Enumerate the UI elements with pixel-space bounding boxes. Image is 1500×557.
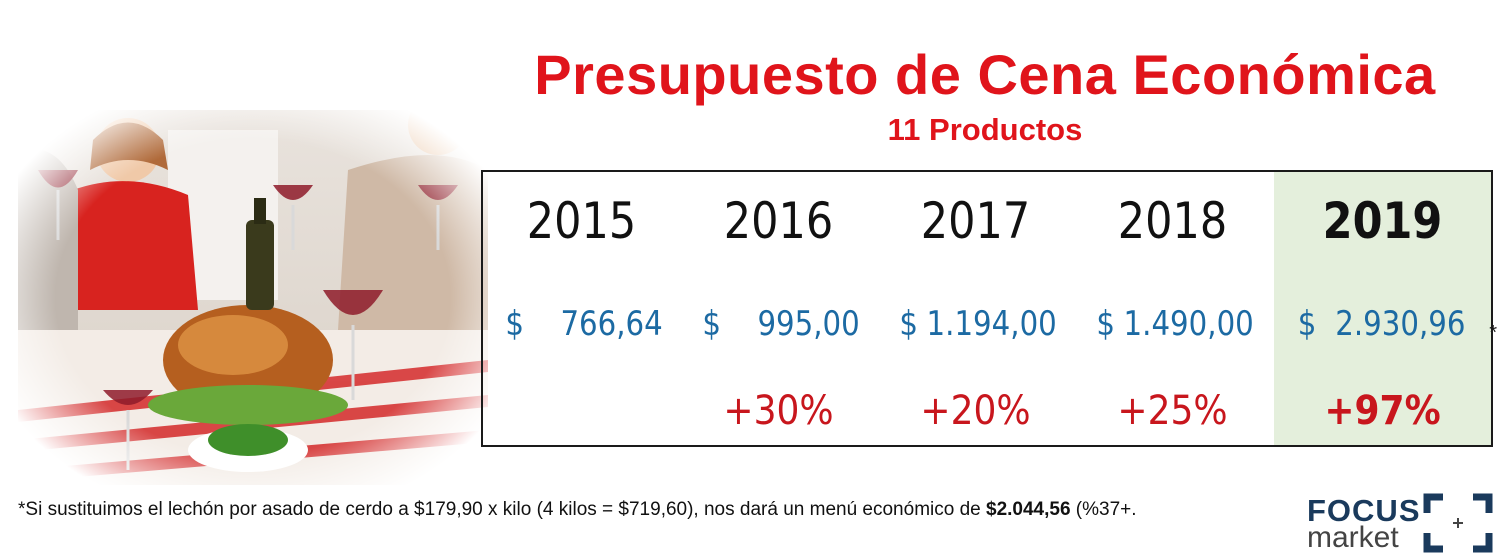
focus-bracket-icon xyxy=(1423,493,1493,553)
focus-market-logo: FOCUS market xyxy=(1305,487,1500,557)
dinner-photo xyxy=(18,110,488,485)
year-label: 2016 xyxy=(723,192,834,250)
footnote-highlight: $2.044,56 xyxy=(986,499,1071,520)
year-column-2016: 2016 $ 995,00 +30% xyxy=(680,172,877,445)
change-percent: +20% xyxy=(920,388,1031,434)
change-percent: +30% xyxy=(723,388,834,434)
price-amount: 995,00 xyxy=(757,304,860,344)
currency-symbol: $ xyxy=(505,304,525,344)
currency-symbol: $ xyxy=(702,304,722,344)
price-amount: 1.194,00 xyxy=(926,304,1057,344)
page-title: Presupuesto de Cena Económica xyxy=(534,43,1436,106)
currency-symbol: $ xyxy=(899,304,919,344)
year-column-2019: 2019 $ 2.930,96 * +97% xyxy=(1274,172,1497,445)
page-subtitle: 11 Productos xyxy=(887,112,1083,147)
logo-market-text: market xyxy=(1307,521,1399,554)
year-column-2015: 2015 $ 766,64 xyxy=(483,172,680,445)
year-label: 2018 xyxy=(1117,192,1228,250)
price-amount: 1.490,00 xyxy=(1123,304,1254,344)
footnote-asterisk: * xyxy=(1489,322,1497,344)
price-amount: 2.930,96 xyxy=(1335,304,1466,344)
footnote-suffix: (%37+. xyxy=(1070,499,1137,520)
year-label: 2017 xyxy=(920,192,1031,250)
currency-symbol: $ xyxy=(1297,304,1317,344)
price-value: $ 1.194,00 xyxy=(891,304,1060,354)
price-value: $ 766,64 xyxy=(497,304,666,354)
year-column-2017: 2017 $ 1.194,00 +20% xyxy=(877,172,1074,445)
budget-table: 2015 $ 766,64 2016 $ 995,00 +30% 2017 $ … xyxy=(481,170,1497,447)
year-label: 2015 xyxy=(526,192,637,250)
footnote-text: *Si sustituimos el lechón por asado de c… xyxy=(18,499,986,520)
change-percent: +25% xyxy=(1117,388,1228,434)
logo-focus-text: FOCUS xyxy=(1307,493,1421,528)
currency-symbol: $ xyxy=(1096,304,1116,344)
price-value: $ 1.490,00 xyxy=(1088,304,1257,354)
change-percent: +97% xyxy=(1324,388,1441,434)
year-label: 2019 xyxy=(1322,192,1443,250)
price-value: $ 995,00 xyxy=(694,304,863,354)
year-column-2018: 2018 $ 1.490,00 +25% xyxy=(1074,172,1271,445)
price-amount: 766,64 xyxy=(560,304,663,344)
footnote: *Si sustituimos el lechón por asado de c… xyxy=(18,499,1137,521)
price-value: $ 2.930,96 xyxy=(1289,304,1476,354)
